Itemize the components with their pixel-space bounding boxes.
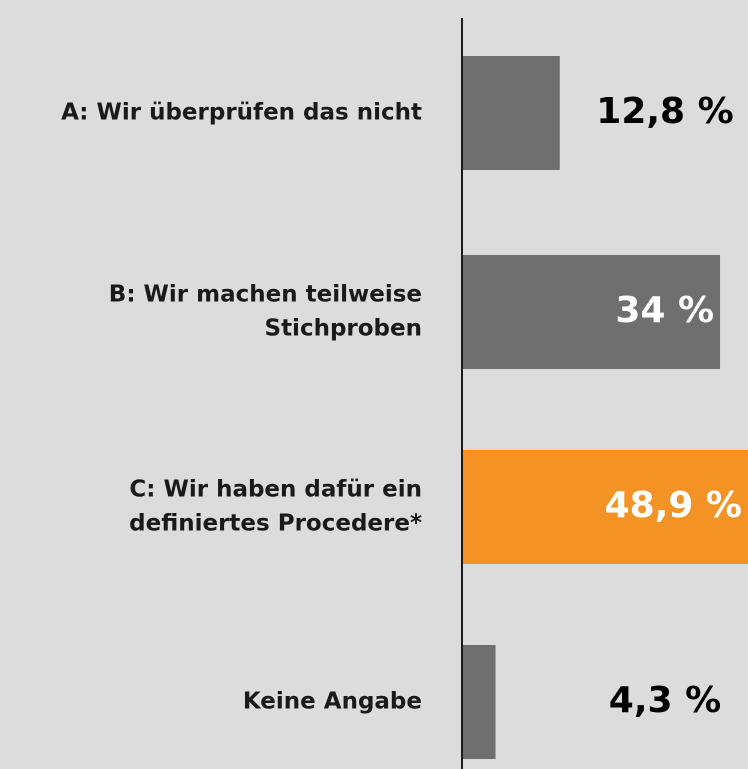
value-label: 34 %: [615, 290, 714, 331]
category-label: Keine Angabe: [243, 689, 422, 715]
category-label: A: Wir überprüfen das nicht: [61, 100, 422, 126]
category-label: definiertes Procedere*: [129, 511, 422, 537]
category-label: Stichproben: [265, 316, 423, 342]
bar: [463, 255, 721, 369]
value-label: 48,9 %: [605, 485, 742, 526]
category-label: C: Wir haben dafür ein: [129, 477, 422, 503]
value-label: 4,3 %: [609, 680, 721, 721]
category-label: B: Wir machen teilweise: [109, 282, 422, 308]
bar: [463, 645, 496, 759]
bar: [463, 56, 560, 170]
value-label: 12,8 %: [596, 91, 733, 132]
bar: [463, 450, 748, 564]
